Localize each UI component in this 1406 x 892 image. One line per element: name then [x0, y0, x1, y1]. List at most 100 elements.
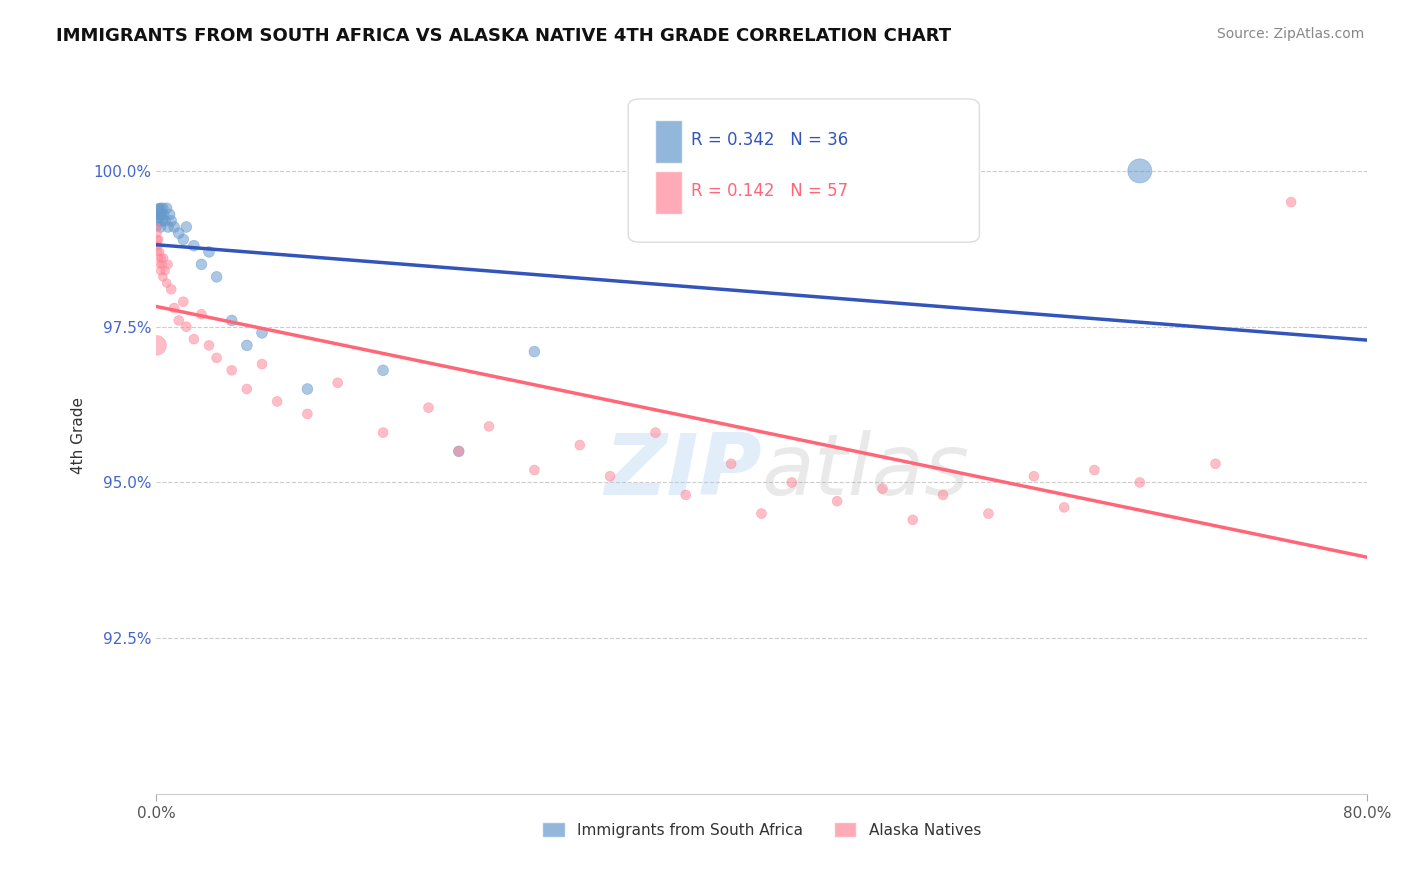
Point — [1204, 457, 1226, 471]
Point — [148, 232, 170, 246]
Text: IMMIGRANTS FROM SOUTH AFRICA VS ALASKA NATIVE 4TH GRADE CORRELATION CHART: IMMIGRANTS FROM SOUTH AFRICA VS ALASKA N… — [56, 27, 952, 45]
Point — [825, 494, 848, 508]
Point — [172, 232, 194, 246]
Legend: Immigrants from South Africa, Alaska Natives: Immigrants from South Africa, Alaska Nat… — [536, 815, 987, 844]
Point — [190, 307, 212, 321]
Y-axis label: 4th Grade: 4th Grade — [72, 397, 86, 475]
Point — [297, 382, 319, 396]
Point — [146, 226, 169, 240]
Point — [250, 326, 273, 340]
Point — [176, 219, 198, 234]
Point — [150, 257, 173, 271]
Point — [720, 457, 742, 471]
Point — [160, 282, 183, 296]
Point — [901, 513, 924, 527]
Text: R = 0.142   N = 57: R = 0.142 N = 57 — [692, 182, 848, 200]
Point — [148, 244, 170, 259]
Point — [198, 338, 221, 352]
Point — [447, 444, 470, 458]
Point — [146, 238, 169, 252]
Point — [148, 251, 170, 265]
Point — [1053, 500, 1076, 515]
Point — [599, 469, 621, 483]
Point — [152, 269, 174, 284]
Point — [153, 263, 176, 277]
Point — [1022, 469, 1045, 483]
Point — [148, 238, 170, 252]
Text: R = 0.342   N = 36: R = 0.342 N = 36 — [692, 131, 848, 150]
Point — [568, 438, 591, 452]
Point — [371, 363, 394, 377]
Point — [157, 219, 180, 234]
Point — [236, 382, 259, 396]
Point — [183, 238, 205, 252]
Point — [149, 257, 172, 271]
Text: atlas: atlas — [762, 430, 969, 513]
Point — [1279, 195, 1302, 210]
Point — [872, 482, 894, 496]
Point — [523, 463, 546, 477]
Point — [149, 207, 172, 221]
Point — [149, 202, 172, 216]
Point — [148, 207, 170, 221]
Point — [221, 313, 243, 327]
Point — [157, 257, 180, 271]
Point — [751, 507, 773, 521]
Point — [148, 202, 170, 216]
Point — [371, 425, 394, 440]
Point — [205, 269, 228, 284]
Point — [266, 394, 288, 409]
Point — [146, 232, 169, 246]
Point — [167, 226, 190, 240]
Point — [152, 207, 174, 221]
Point — [250, 357, 273, 371]
Point — [644, 425, 666, 440]
FancyBboxPatch shape — [655, 120, 682, 163]
Text: Source: ZipAtlas.com: Source: ZipAtlas.com — [1216, 27, 1364, 41]
Point — [932, 488, 955, 502]
Point — [148, 213, 170, 227]
Point — [156, 276, 179, 290]
Point — [1083, 463, 1105, 477]
Point — [205, 351, 228, 365]
Point — [148, 202, 170, 216]
Point — [159, 207, 181, 221]
Point — [447, 444, 470, 458]
Point — [297, 407, 319, 421]
Point — [152, 251, 174, 265]
Point — [149, 244, 172, 259]
Point — [176, 319, 198, 334]
Text: ZIP: ZIP — [603, 430, 762, 513]
Point — [149, 263, 172, 277]
Point — [977, 507, 1000, 521]
Point — [146, 219, 169, 234]
Point — [1129, 475, 1152, 490]
Point — [167, 313, 190, 327]
Point — [150, 213, 173, 227]
Point — [150, 207, 173, 221]
Point — [148, 213, 170, 227]
Point — [418, 401, 440, 415]
Point — [149, 219, 172, 234]
Point — [236, 338, 259, 352]
Point — [326, 376, 349, 390]
Point — [172, 294, 194, 309]
Point — [183, 332, 205, 346]
FancyBboxPatch shape — [628, 99, 980, 243]
Point — [523, 344, 546, 359]
Point — [146, 207, 169, 221]
Point — [146, 219, 169, 234]
Point — [160, 213, 183, 227]
Point — [675, 488, 697, 502]
Point — [478, 419, 501, 434]
Point — [153, 213, 176, 227]
FancyBboxPatch shape — [655, 170, 682, 213]
Point — [150, 251, 173, 265]
Point — [163, 219, 186, 234]
Point — [780, 475, 803, 490]
Point — [145, 338, 167, 352]
Point — [190, 257, 212, 271]
Point — [146, 207, 169, 221]
Point — [1129, 164, 1152, 178]
Point — [198, 244, 221, 259]
